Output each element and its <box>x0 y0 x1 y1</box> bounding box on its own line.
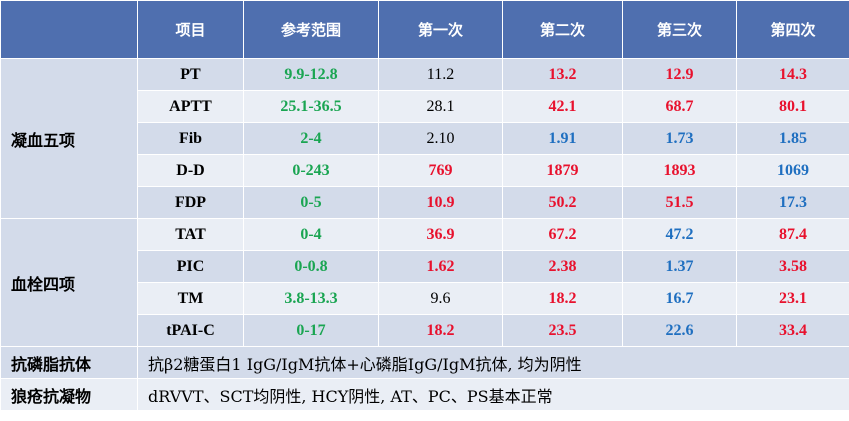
result-value: 11.2 <box>378 58 503 91</box>
result-value: 1879 <box>502 154 623 187</box>
test-item-name: PT <box>137 58 244 91</box>
table-row: tPAI-C 0-17 18.2 23.5 22.6 33.4 <box>1 314 849 347</box>
result-value: 1893 <box>622 154 737 187</box>
footer-row: 狼疮抗凝物 dRVVT、SCT均阴性, HCY阴性, AT、PC、PS基本正常 <box>0 378 849 411</box>
table-row: PIC 0-0.8 1.62 2.38 1.37 3.58 <box>1 250 849 283</box>
result-value: 22.6 <box>622 314 737 347</box>
footer-text: dRVVT、SCT均阴性, HCY阴性, AT、PC、PS基本正常 <box>137 378 849 411</box>
result-value: 23.1 <box>736 282 849 315</box>
result-value: 23.5 <box>502 314 623 347</box>
result-value: 36.9 <box>378 218 503 251</box>
result-value: 9.6 <box>378 282 503 315</box>
reference-range: 25.1-36.5 <box>243 90 379 123</box>
result-value: 10.9 <box>378 186 503 219</box>
result-value: 18.2 <box>378 314 503 347</box>
reference-range: 0-4 <box>243 218 379 251</box>
footer-row: 抗磷脂抗体 抗β2糖蛋白1 IgG/IgM抗体+心磷脂IgG/IgM抗体, 均为阴… <box>0 346 849 379</box>
test-item-name: PIC <box>137 250 244 283</box>
test-item-name: APTT <box>137 90 244 123</box>
result-value: 17.3 <box>736 186 849 219</box>
reference-range: 3.8-13.3 <box>243 282 379 315</box>
result-value: 2.10 <box>378 122 503 155</box>
table-row: TM 3.8-13.3 9.6 18.2 16.7 23.1 <box>1 282 849 315</box>
result-value: 1.73 <box>622 122 737 155</box>
footer-label: 抗磷脂抗体 <box>0 346 138 379</box>
reference-range: 0-5 <box>243 186 379 219</box>
table-row: APTT 25.1-36.5 28.1 42.1 68.7 80.1 <box>1 90 849 123</box>
test-item-name: TM <box>137 282 244 315</box>
header-cell-third: 第三次 <box>622 0 737 59</box>
result-value: 13.2 <box>502 58 623 91</box>
result-value: 1.85 <box>736 122 849 155</box>
table-row: 血栓四项 TAT 0-4 36.9 67.2 47.2 87.4 <box>0 218 849 347</box>
header-cell-group <box>0 0 138 59</box>
group-label: 血栓四项 <box>0 218 138 347</box>
reference-range: 0-243 <box>243 154 379 187</box>
result-value: 50.2 <box>502 186 623 219</box>
header-cell-second: 第二次 <box>502 0 623 59</box>
result-value: 33.4 <box>736 314 849 347</box>
header-cell-first: 第一次 <box>378 0 503 59</box>
result-value: 1.62 <box>378 250 503 283</box>
test-item-name: FDP <box>137 186 244 219</box>
result-value: 2.38 <box>502 250 623 283</box>
table-row: 凝血五项 PT 9.9-12.8 11.2 13.2 12.9 14.3 <box>0 58 849 219</box>
result-value: 1069 <box>736 154 849 187</box>
test-item-name: TAT <box>137 218 244 251</box>
reference-range: 9.9-12.8 <box>243 58 379 91</box>
result-value: 67.2 <box>502 218 623 251</box>
table-row: D-D 0-243 769 1879 1893 1069 <box>1 154 849 187</box>
result-value: 12.9 <box>622 58 737 91</box>
result-value: 3.58 <box>736 250 849 283</box>
result-value: 14.3 <box>736 58 849 91</box>
result-value: 51.5 <box>622 186 737 219</box>
result-value: 1.37 <box>622 250 737 283</box>
reference-range: 2-4 <box>243 122 379 155</box>
table-row: FDP 0-5 10.9 50.2 51.5 17.3 <box>1 186 849 219</box>
header-row: 项目 参考范围 第一次 第二次 第三次 第四次 <box>0 0 849 59</box>
header-cell-item: 项目 <box>137 0 244 59</box>
result-value: 42.1 <box>502 90 623 123</box>
result-value: 80.1 <box>736 90 849 123</box>
result-value: 68.7 <box>622 90 737 123</box>
footer-label: 狼疮抗凝物 <box>0 378 138 411</box>
result-value: 769 <box>378 154 503 187</box>
header-cell-fourth: 第四次 <box>736 0 849 59</box>
reference-range: 0-0.8 <box>243 250 379 283</box>
result-value: 18.2 <box>502 282 623 315</box>
test-item-name: tPAI-C <box>137 314 244 347</box>
group-label: 凝血五项 <box>0 58 138 219</box>
table-row: Fib 2-4 2.10 1.91 1.73 1.85 <box>1 122 849 155</box>
header-cell-reference: 参考范围 <box>243 0 379 59</box>
reference-range: 0-17 <box>243 314 379 347</box>
result-value: 28.1 <box>378 90 503 123</box>
result-value: 16.7 <box>622 282 737 315</box>
result-value: 1.91 <box>502 122 623 155</box>
lab-results-table: 项目 参考范围 第一次 第二次 第三次 第四次 凝血五项 PT 9.9-12.8 11… <box>0 0 849 411</box>
result-value: 47.2 <box>622 218 737 251</box>
test-item-name: Fib <box>137 122 244 155</box>
table-body: 凝血五项 PT 9.9-12.8 11.2 13.2 12.9 14.3 APTT 25.1-3… <box>0 58 849 411</box>
test-item-name: D-D <box>137 154 244 187</box>
footer-text: 抗β2糖蛋白1 IgG/IgM抗体+心磷脂IgG/IgM抗体, 均为阴性 <box>137 346 849 379</box>
result-value: 87.4 <box>736 218 849 251</box>
